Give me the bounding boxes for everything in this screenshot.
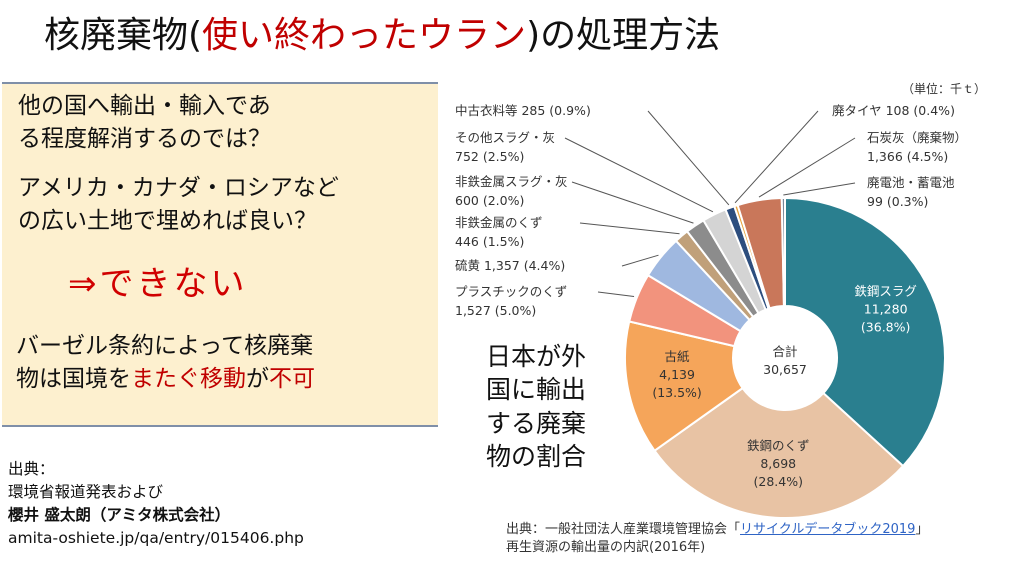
explanation-panel: 他の国へ輸出・輸入であ る程度解消するのでは？ アメリカ・カナダ・ロシアなど の広い… <box>2 82 438 427</box>
question-text: 他の国へ輸出・輸入であ る程度解消するのでは？ <box>18 93 271 152</box>
chart-unit-label: （単位：千ｔ） <box>902 82 987 96</box>
slice-8698-label-1: 8,698 <box>760 456 796 471</box>
chart-caption: 日本が外 国に輸出 する廃棄 物の割合 <box>486 342 587 471</box>
slice-1527-leader <box>597 291 635 297</box>
source-link[interactable]: リサイクルデータブック2019 <box>740 522 916 537</box>
slice-285-leader <box>647 110 730 206</box>
slice-1357-label: 硫黄 1,357 (4.4%) <box>455 258 565 273</box>
slice-4139-label-1: 4,139 <box>659 367 695 382</box>
slice-1527-label-value: 1,527 (5.0%) <box>455 303 536 318</box>
slice-1527-label-name: プラスチックのくず <box>455 284 567 299</box>
page-title: 核廃棄物(使い終わったウラン)の処理方法 <box>44 15 721 56</box>
slice-108-label: 廃タイヤ 108 (0.4%) <box>832 103 955 118</box>
slice-1366-leader <box>758 137 856 198</box>
slice-446-label-value: 446 (1.5%) <box>455 234 524 249</box>
slice-600-label-value: 600 (2.0%) <box>455 193 524 208</box>
source-line-2: 再生資源の輸出量の内訳(2016年) <box>506 539 706 555</box>
reason-text: バーゼル条約によって核廃棄 物は国境をまたぐ移動が不可 <box>16 333 315 392</box>
slice-11280-wedge <box>784 196 946 468</box>
source-line-1: 環境省報道発表および <box>8 482 164 501</box>
slice-11280-label-0: 鉄鋼スラグ <box>854 284 917 299</box>
slice-4139-wedge <box>624 320 745 453</box>
slice-108-leader <box>734 110 819 204</box>
slice-446-leader <box>579 222 680 235</box>
slice-11280-label-2: (36.8%) <box>861 320 910 335</box>
slice-752-label-value: 752 (2.5%) <box>455 149 524 164</box>
slice-285-label: 中古衣料等 285 (0.9%) <box>455 103 591 118</box>
answer-cannot: ⇒できない <box>68 264 248 304</box>
slice-446-label-name: 非鉄金属のくず <box>455 215 543 230</box>
slice-4139-label-0: 古紙 <box>665 349 691 364</box>
slice-1357-leader <box>621 254 659 267</box>
slice-99-leader <box>783 182 856 196</box>
slice-8698-label-0: 鉄鋼のくず <box>747 438 810 453</box>
slice-1366-label-name: 石炭灰（廃棄物） <box>867 130 967 145</box>
title-highlight: 使い終わったウラン <box>202 15 527 56</box>
source-citation-right: 出典：一般社団法人産業環境管理協会「リサイクルデータブック2019」 再生資源の… <box>506 522 929 555</box>
slice-11280-label-1: 11,280 <box>864 302 908 317</box>
center-total-value: 30,657 <box>763 362 807 377</box>
slice-752-label-name: その他スラグ・灰 <box>455 130 555 145</box>
source-label: 出典： <box>8 460 55 478</box>
source-author: 櫻井 盛太朗（アミタ株式会社） <box>8 505 231 524</box>
slice-8698-label-2: (28.4%) <box>753 474 802 489</box>
center-total-label: 合計 <box>772 344 797 359</box>
slice-8698-wedge <box>653 386 905 519</box>
slice-752-leader <box>564 137 714 213</box>
source-url: amita-oshiete.jp/qa/entry/015406.php <box>8 528 304 547</box>
slice-4139-label-2: (13.5%) <box>652 385 701 400</box>
suggestion-text: アメリカ・カナダ・ロシアなど の広い土地で埋めれば良い？ <box>18 175 339 234</box>
slice-99-label-name: 廃電池・蓄電池 <box>867 175 955 190</box>
source-citation-left: 出典： 環境省報道発表および 櫻井 盛太朗（アミタ株式会社） amita-osh… <box>8 458 304 550</box>
slice-600-leader <box>571 181 694 224</box>
slice-99-wedge <box>780 196 786 308</box>
slice-99-label-value: 99 (0.3%) <box>867 194 928 209</box>
slice-600-label-name: 非鉄金属スラグ・灰 <box>455 174 568 189</box>
slice-1366-label-value: 1,366 (4.5%) <box>867 149 948 164</box>
